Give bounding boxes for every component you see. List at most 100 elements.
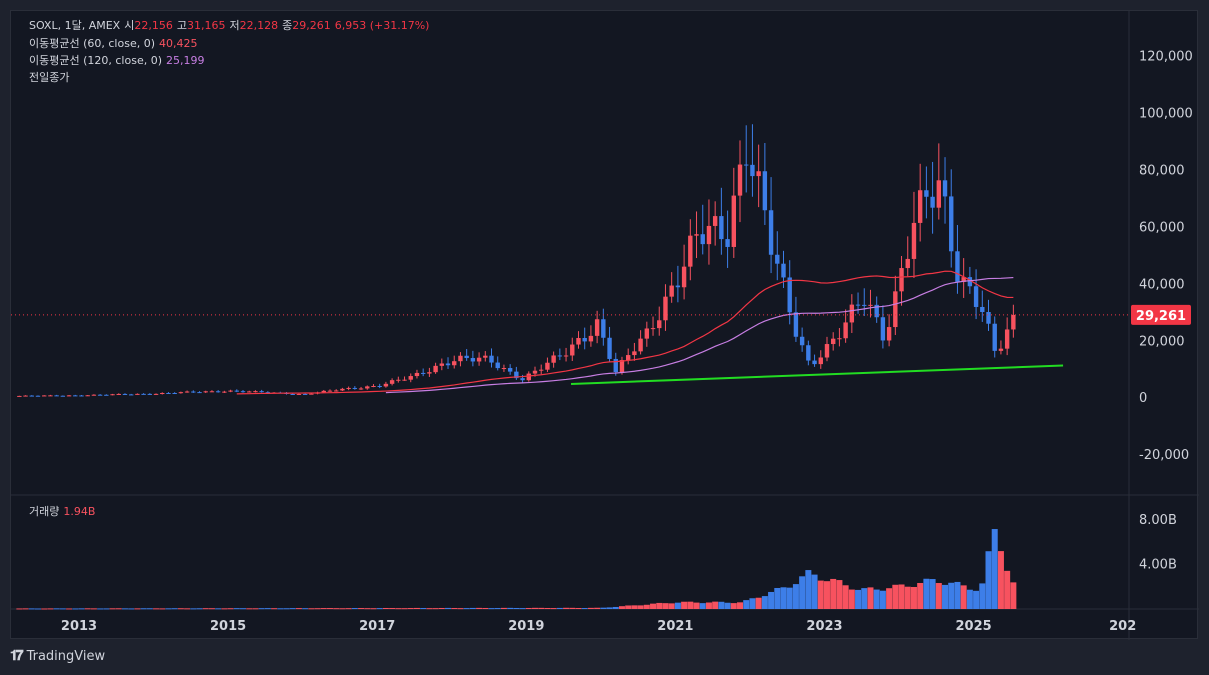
volume-bar bbox=[84, 608, 91, 610]
volume-bar bbox=[929, 579, 936, 609]
volume-bar bbox=[942, 584, 949, 609]
candle-body bbox=[545, 362, 550, 370]
volume-bar bbox=[358, 608, 365, 610]
tradingview-branding[interactable]: 𝟏𝟕 TradingView bbox=[10, 648, 105, 664]
candle-body bbox=[247, 391, 252, 393]
volume-bar bbox=[830, 578, 837, 609]
candle-body bbox=[153, 393, 159, 395]
candle-body bbox=[793, 312, 799, 337]
volume-bar bbox=[53, 608, 60, 610]
candle-body bbox=[203, 391, 208, 393]
volume-bar bbox=[258, 608, 265, 610]
legend-ma120-label: 이동평균선 (120, close, 0) bbox=[29, 54, 162, 67]
legend-symbol: SOXL, 1달, AMEX bbox=[29, 19, 121, 32]
candle-body bbox=[309, 393, 314, 395]
volume-bar bbox=[488, 608, 495, 610]
candle-body bbox=[420, 372, 426, 374]
candle-body bbox=[582, 338, 587, 342]
volume-bar bbox=[59, 608, 66, 610]
volume-bar bbox=[774, 587, 781, 609]
volume-bar bbox=[997, 551, 1004, 609]
price-tick-label: 0 bbox=[1139, 391, 1147, 406]
candle-body bbox=[619, 360, 625, 373]
legend-ma60[interactable]: 이동평균선 (60, close, 0) 40,425 bbox=[29, 37, 202, 51]
candle-body bbox=[768, 210, 774, 255]
time-tick-label: 2023 bbox=[806, 619, 842, 634]
candle-body bbox=[936, 180, 942, 208]
candle-body bbox=[818, 357, 823, 365]
candle-body bbox=[812, 360, 817, 365]
volume-bar bbox=[600, 607, 607, 609]
candle-body bbox=[675, 285, 681, 288]
legend-ma120[interactable]: 이동평균선 (120, close, 0) 25,199 bbox=[29, 54, 209, 68]
volume-bar bbox=[146, 608, 153, 610]
volume-bar bbox=[407, 608, 414, 610]
candle-body bbox=[563, 355, 569, 357]
price-tick-label: -20,000 bbox=[1139, 448, 1189, 463]
candle-body bbox=[29, 395, 34, 397]
volume-bar bbox=[333, 608, 340, 610]
volume-bar bbox=[737, 602, 744, 609]
volume-bar bbox=[159, 608, 166, 610]
volume-tick-label: 8.00B bbox=[1139, 513, 1177, 528]
candle-body bbox=[365, 386, 370, 389]
volume-bar bbox=[761, 596, 768, 609]
candle-body bbox=[539, 369, 544, 371]
volume-bar bbox=[687, 601, 694, 609]
candle-body bbox=[967, 277, 973, 287]
volume-bar bbox=[886, 588, 893, 609]
volume-bar bbox=[109, 608, 116, 610]
candle-body bbox=[234, 390, 239, 392]
legend-ohlc: SOXL, 1달, AMEX 시22,156 고31,165 저22,128 종29,2… bbox=[29, 19, 433, 33]
candle-body bbox=[706, 225, 712, 245]
candle-body bbox=[750, 164, 755, 177]
volume-bar bbox=[606, 607, 613, 609]
candle-body bbox=[333, 390, 339, 392]
candle-body bbox=[625, 355, 631, 361]
candle-body bbox=[408, 376, 413, 380]
candle-body bbox=[681, 266, 687, 288]
legend-close: 29,261 bbox=[292, 19, 331, 32]
volume-bar bbox=[792, 584, 799, 609]
volume-bar bbox=[196, 608, 203, 610]
volume-bar bbox=[494, 608, 501, 610]
candle-body bbox=[806, 345, 811, 361]
volume-bar bbox=[587, 607, 594, 609]
candle-body bbox=[265, 392, 271, 394]
chart-frame: -20,000 0 20,000 40,000 60,000 80,000 100,000 1… bbox=[10, 10, 1199, 640]
candle-body bbox=[166, 392, 171, 394]
volume-bar bbox=[556, 607, 563, 609]
volume-bar bbox=[650, 603, 657, 609]
volume-bar bbox=[898, 584, 905, 609]
candle-body bbox=[346, 387, 351, 389]
candle-body bbox=[737, 164, 743, 196]
legend-volume[interactable]: 거래량 1.94B bbox=[29, 505, 99, 519]
volume-bar bbox=[612, 606, 619, 609]
volume-bar bbox=[643, 604, 650, 609]
candle-body bbox=[128, 394, 134, 396]
candle-body bbox=[594, 319, 600, 336]
candle-body bbox=[532, 370, 538, 374]
volume-bar bbox=[985, 551, 992, 609]
candle-body bbox=[650, 328, 656, 330]
candle-body bbox=[122, 393, 128, 395]
last-price-tag: 29,261 bbox=[1136, 309, 1186, 324]
candle-body bbox=[110, 394, 115, 396]
candle-body bbox=[731, 195, 736, 247]
volume-bar bbox=[917, 582, 924, 609]
volume-bar bbox=[121, 608, 128, 610]
volume-bar bbox=[16, 608, 23, 610]
candle-body bbox=[644, 328, 650, 339]
candle-body bbox=[781, 263, 786, 278]
candle-body bbox=[712, 216, 718, 226]
legend-prev-close[interactable]: 전일종가 bbox=[29, 71, 73, 85]
volume-bar bbox=[202, 608, 209, 610]
candle-body bbox=[557, 355, 563, 357]
volume-bar bbox=[743, 600, 750, 609]
volume-bar bbox=[960, 585, 967, 609]
candle-body bbox=[725, 239, 730, 247]
candle-body bbox=[495, 362, 500, 369]
legend-open-label: 시 bbox=[124, 19, 135, 32]
candle-body bbox=[787, 277, 792, 313]
chart-canvas[interactable]: -20,000 0 20,000 40,000 60,000 80,000 100,000 1… bbox=[11, 11, 1199, 640]
